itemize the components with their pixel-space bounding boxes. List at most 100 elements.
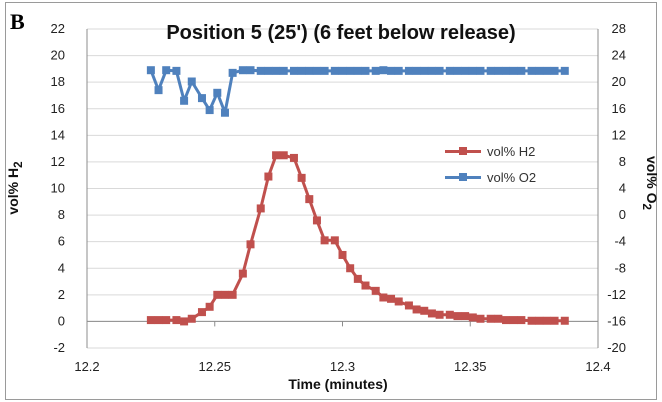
data-point-h2 bbox=[387, 294, 396, 303]
data-point-o2 bbox=[353, 66, 362, 75]
x-tick-label: 12.2 bbox=[74, 359, 99, 374]
data-point-h2 bbox=[330, 236, 339, 245]
data-point-h2 bbox=[461, 312, 470, 321]
data-point-o2 bbox=[404, 66, 413, 75]
data-point-o2 bbox=[213, 88, 222, 97]
y-axis-title: vol% H2 bbox=[5, 161, 25, 214]
data-point-o2 bbox=[535, 66, 544, 75]
data-point-h2 bbox=[320, 236, 329, 245]
data-point-h2 bbox=[353, 274, 362, 283]
data-point-h2 bbox=[379, 293, 388, 302]
y-tick-label: 18 bbox=[51, 74, 65, 89]
data-point-o2 bbox=[361, 66, 370, 75]
data-point-h2 bbox=[468, 313, 477, 322]
data-point-o2 bbox=[387, 66, 396, 75]
data-point-h2 bbox=[371, 286, 380, 295]
data-point-h2 bbox=[486, 314, 495, 323]
data-point-o2 bbox=[346, 66, 355, 75]
data-point-o2 bbox=[264, 66, 273, 75]
y2-tick-label: 16 bbox=[612, 101, 626, 116]
legend-item-o2: vol% O2 bbox=[445, 164, 536, 190]
data-point-h2 bbox=[560, 316, 569, 325]
data-point-h2 bbox=[213, 290, 222, 299]
data-point-h2 bbox=[361, 281, 370, 290]
data-point-h2 bbox=[162, 316, 171, 325]
data-point-h2 bbox=[494, 314, 503, 323]
y2-tick-label: 0 bbox=[619, 207, 626, 222]
y2-tick-label: 24 bbox=[612, 48, 626, 63]
chart-frame bbox=[5, 2, 657, 400]
data-point-h2 bbox=[453, 312, 462, 321]
x-tick-label: 12.35 bbox=[454, 359, 487, 374]
y2-tick-label: 20 bbox=[612, 74, 626, 89]
data-point-o2 bbox=[560, 66, 569, 75]
y-tick-label: 20 bbox=[51, 48, 65, 63]
data-point-o2 bbox=[453, 66, 462, 75]
data-point-h2 bbox=[527, 316, 536, 325]
y2-axis-title-subscript: 2 bbox=[640, 203, 654, 210]
data-point-o2 bbox=[379, 66, 388, 75]
data-point-h2 bbox=[256, 204, 265, 213]
data-point-h2 bbox=[517, 316, 526, 325]
data-point-o2 bbox=[305, 66, 314, 75]
legend-label-h2: vol% H2 bbox=[487, 143, 536, 159]
legend-swatch-o2 bbox=[445, 170, 481, 184]
series-layer bbox=[146, 66, 569, 326]
y-axis-title-text: vol% H bbox=[5, 167, 22, 215]
gridlines bbox=[87, 28, 598, 349]
data-point-h2 bbox=[220, 290, 229, 299]
data-point-o2 bbox=[146, 66, 155, 75]
data-point-o2 bbox=[172, 66, 181, 75]
data-point-h2 bbox=[338, 250, 347, 259]
y2-tick-label: 28 bbox=[612, 21, 626, 36]
data-point-h2 bbox=[420, 306, 429, 315]
data-point-o2 bbox=[427, 66, 436, 75]
data-point-o2 bbox=[228, 68, 237, 77]
data-point-o2 bbox=[180, 96, 189, 105]
y-tick-label: 12 bbox=[51, 154, 65, 169]
data-point-o2 bbox=[205, 106, 214, 115]
data-point-o2 bbox=[494, 66, 503, 75]
data-point-h2 bbox=[542, 316, 551, 325]
data-point-o2 bbox=[272, 66, 281, 75]
data-point-o2 bbox=[312, 66, 321, 75]
data-point-o2 bbox=[162, 66, 171, 75]
data-point-h2 bbox=[154, 316, 163, 325]
data-point-o2 bbox=[476, 66, 485, 75]
y2-tick-label: -12 bbox=[607, 287, 626, 302]
data-point-o2 bbox=[394, 66, 403, 75]
y-tick-label: 10 bbox=[51, 181, 65, 196]
data-point-o2 bbox=[246, 66, 255, 75]
data-point-h2 bbox=[404, 301, 413, 310]
axes: -20246810121416182022-20-16-12-8-4048121… bbox=[51, 21, 626, 374]
data-point-h2 bbox=[476, 314, 485, 323]
y2-axis-title: vol% O2 bbox=[640, 156, 660, 210]
y-tick-label: 8 bbox=[58, 207, 65, 222]
data-point-o2 bbox=[338, 66, 347, 75]
x-tick-label: 12.25 bbox=[198, 359, 231, 374]
data-point-o2 bbox=[197, 94, 206, 103]
data-point-h2 bbox=[346, 264, 355, 273]
data-point-h2 bbox=[412, 305, 421, 314]
data-point-o2 bbox=[220, 108, 229, 117]
data-point-o2 bbox=[502, 66, 511, 75]
y2-axis-title-text: vol% O bbox=[643, 156, 660, 204]
data-point-h2 bbox=[394, 297, 403, 306]
data-point-h2 bbox=[509, 316, 518, 325]
data-point-o2 bbox=[371, 66, 380, 75]
y-tick-label: 14 bbox=[51, 127, 65, 142]
y2-tick-label: -8 bbox=[614, 260, 626, 275]
data-point-h2 bbox=[146, 316, 155, 325]
legend-swatch-h2 bbox=[445, 144, 481, 158]
chart-title: Position 5 (25') (6 feet below release) bbox=[166, 22, 516, 44]
y2-tick-label: 4 bbox=[619, 181, 626, 196]
panel-label: B bbox=[10, 9, 25, 34]
data-point-o2 bbox=[238, 66, 247, 75]
data-point-o2 bbox=[445, 66, 454, 75]
data-point-h2 bbox=[535, 316, 544, 325]
data-point-o2 bbox=[420, 66, 429, 75]
data-point-h2 bbox=[305, 195, 314, 204]
data-point-h2 bbox=[550, 316, 559, 325]
data-point-o2 bbox=[509, 66, 518, 75]
